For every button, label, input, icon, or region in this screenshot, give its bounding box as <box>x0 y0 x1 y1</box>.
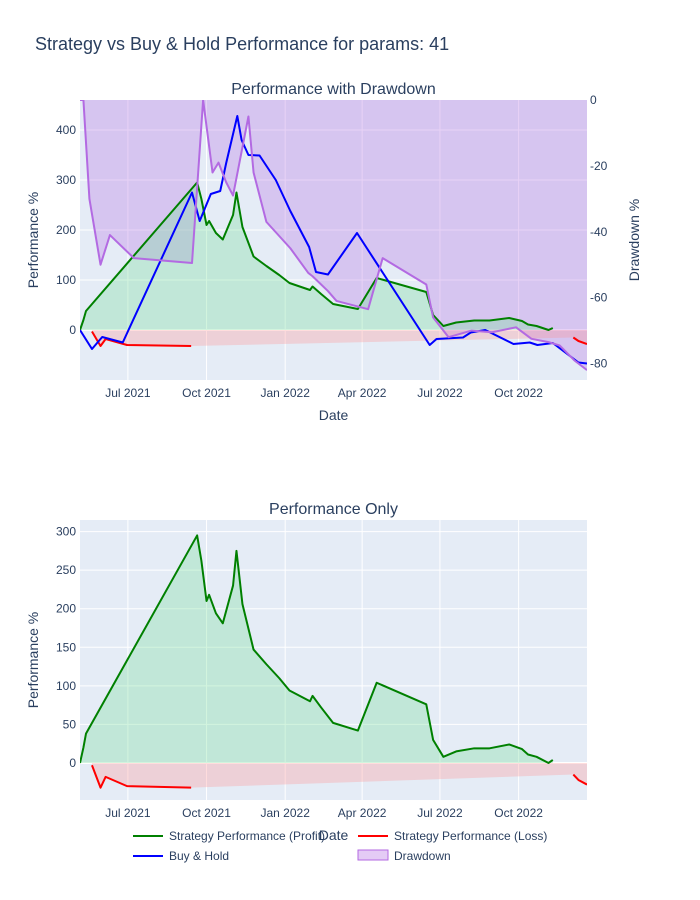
x-tick-label: Oct 2021 <box>182 806 231 820</box>
x-tick-label: Jul 2022 <box>417 386 463 400</box>
x-tick-label: Jan 2022 <box>260 806 310 820</box>
legend-item[interactable]: Drawdown <box>357 849 451 863</box>
y2-axis-title: Drawdown % <box>626 199 642 281</box>
x-tick-label: Jul 2021 <box>105 386 151 400</box>
plot-content <box>80 100 587 371</box>
legend-swatch <box>357 849 389 861</box>
y-tick-label: 50 <box>63 717 77 731</box>
x-axis-title: Date <box>319 827 349 843</box>
legend-label: Strategy Performance (Loss) <box>394 829 547 843</box>
legend-label: Drawdown <box>394 849 451 863</box>
x-tick-label: Oct 2022 <box>494 806 543 820</box>
y2-tick-label: -40 <box>590 225 608 239</box>
y-tick-label: 100 <box>56 273 76 287</box>
profit-line <box>80 534 554 764</box>
loss-line <box>91 764 192 789</box>
subplot-title: Performance Only <box>269 501 398 518</box>
y2-tick-label: 0 <box>590 93 597 107</box>
profit-area <box>80 535 553 763</box>
profit-line <box>80 181 554 331</box>
legend-label: Buy & Hold <box>169 849 229 863</box>
chart-performance-with-drawdown: Jul 2021 Oct 2021 Jan 2022 Apr 2022 Jul 2022… <box>25 81 642 423</box>
subplot-title: Performance with Drawdown <box>231 81 436 98</box>
x-tick-label: Jul 2021 <box>105 806 151 820</box>
y-tick-label: 150 <box>56 640 76 654</box>
profit-area <box>80 182 553 330</box>
legend-item[interactable]: Strategy Performance (Loss) <box>358 829 547 843</box>
y2-tick-label: -20 <box>590 159 608 173</box>
x-tick-label: Jul 2022 <box>417 806 463 820</box>
loss-line <box>572 336 587 345</box>
figure-title: Strategy vs Buy & Hold Performance for p… <box>35 34 449 54</box>
drawdown-area <box>80 100 587 371</box>
y-tick-label: 400 <box>56 123 76 137</box>
y2-tick-label: -80 <box>590 357 608 371</box>
y-tick-label: 100 <box>56 679 76 693</box>
y-tick-label: 200 <box>56 223 76 237</box>
x-tick-label: Apr 2022 <box>338 386 387 400</box>
x-tick-label: Jan 2022 <box>260 386 310 400</box>
x-tick-label: Apr 2022 <box>338 806 387 820</box>
legend-item[interactable]: Strategy Performance (Profit) <box>133 829 325 843</box>
y-tick-label: 300 <box>56 525 76 539</box>
legend-label: Strategy Performance (Profit) <box>169 829 325 843</box>
x-tick-label: Oct 2021 <box>182 386 231 400</box>
y-axis-title: Performance % <box>25 612 41 708</box>
y-tick-label: 300 <box>56 173 76 187</box>
y-tick-label: 0 <box>69 756 76 770</box>
loss-area <box>91 762 587 788</box>
y-tick-label: 200 <box>56 602 76 616</box>
legend-item[interactable]: Buy & Hold <box>133 849 229 863</box>
chart-performance-only: Jul 2021 Oct 2021 Jan 2022 Apr 2022 Jul 2022… <box>25 501 587 843</box>
loss-line <box>572 773 587 786</box>
y2-tick-label: -60 <box>590 291 608 305</box>
plot-area <box>80 520 587 800</box>
legend[interactable]: Strategy Performance (Profit) Strategy Pe… <box>133 829 547 863</box>
y-axis-title: Performance % <box>25 192 41 288</box>
y-tick-label: 0 <box>69 323 76 337</box>
x-tick-label: Oct 2022 <box>494 386 543 400</box>
buy-hold-line <box>80 115 587 365</box>
plot-area <box>80 100 587 380</box>
y-tick-label: 250 <box>56 563 76 577</box>
drawdown-line <box>80 100 587 371</box>
x-axis-title: Date <box>319 407 349 423</box>
plot-content <box>80 534 587 789</box>
